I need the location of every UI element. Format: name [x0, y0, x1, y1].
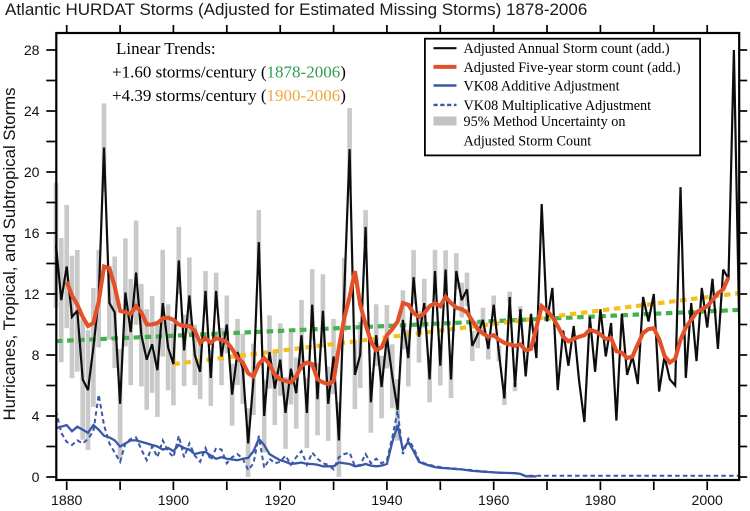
svg-text:2000: 2000: [692, 492, 724, 506]
svg-text:1900: 1900: [158, 492, 190, 506]
svg-text:VK08 Multiplicative Adjustment: VK08 Multiplicative Adjustment: [464, 98, 652, 114]
svg-text:1980: 1980: [585, 492, 617, 506]
svg-text:4: 4: [32, 408, 40, 424]
svg-text:28: 28: [24, 42, 40, 58]
svg-text:Adjusted Annual Storm count (a: Adjusted Annual Storm count (add.): [464, 41, 670, 57]
svg-text:Adjusted Storm Count: Adjusted Storm Count: [464, 134, 592, 150]
svg-text:1940: 1940: [371, 492, 403, 506]
svg-text:8: 8: [32, 347, 40, 363]
svg-text:Linear Trends:: Linear Trends:: [116, 39, 216, 58]
svg-text:95% Method Uncertainty on: 95% Method Uncertainty on: [464, 114, 626, 130]
svg-text:Hurricanes, Tropical, and Subt: Hurricanes, Tropical, and Subtropical St…: [0, 88, 19, 421]
svg-text:20: 20: [24, 164, 40, 180]
svg-text:24: 24: [24, 103, 40, 119]
svg-text:Atlantic HURDAT Storms (Adjust: Atlantic HURDAT Storms (Adjusted for Est…: [5, 0, 587, 19]
svg-text:VK08 Additive Adjustment: VK08 Additive Adjustment: [464, 79, 620, 95]
svg-text:16: 16: [24, 225, 40, 241]
svg-text:12: 12: [24, 286, 40, 302]
svg-text:1960: 1960: [478, 492, 510, 506]
svg-text:+4.39 storms/century (1900-200: +4.39 storms/century (1900-2006): [112, 86, 346, 105]
svg-text:1880: 1880: [51, 492, 83, 506]
svg-text:Adjusted Five-year storm count: Adjusted Five-year storm count (add.): [464, 60, 681, 76]
svg-text:+1.60 storms/century (1878-200: +1.60 storms/century (1878-2006): [112, 63, 346, 82]
svg-text:0: 0: [32, 469, 40, 485]
svg-text:1920: 1920: [265, 492, 297, 506]
